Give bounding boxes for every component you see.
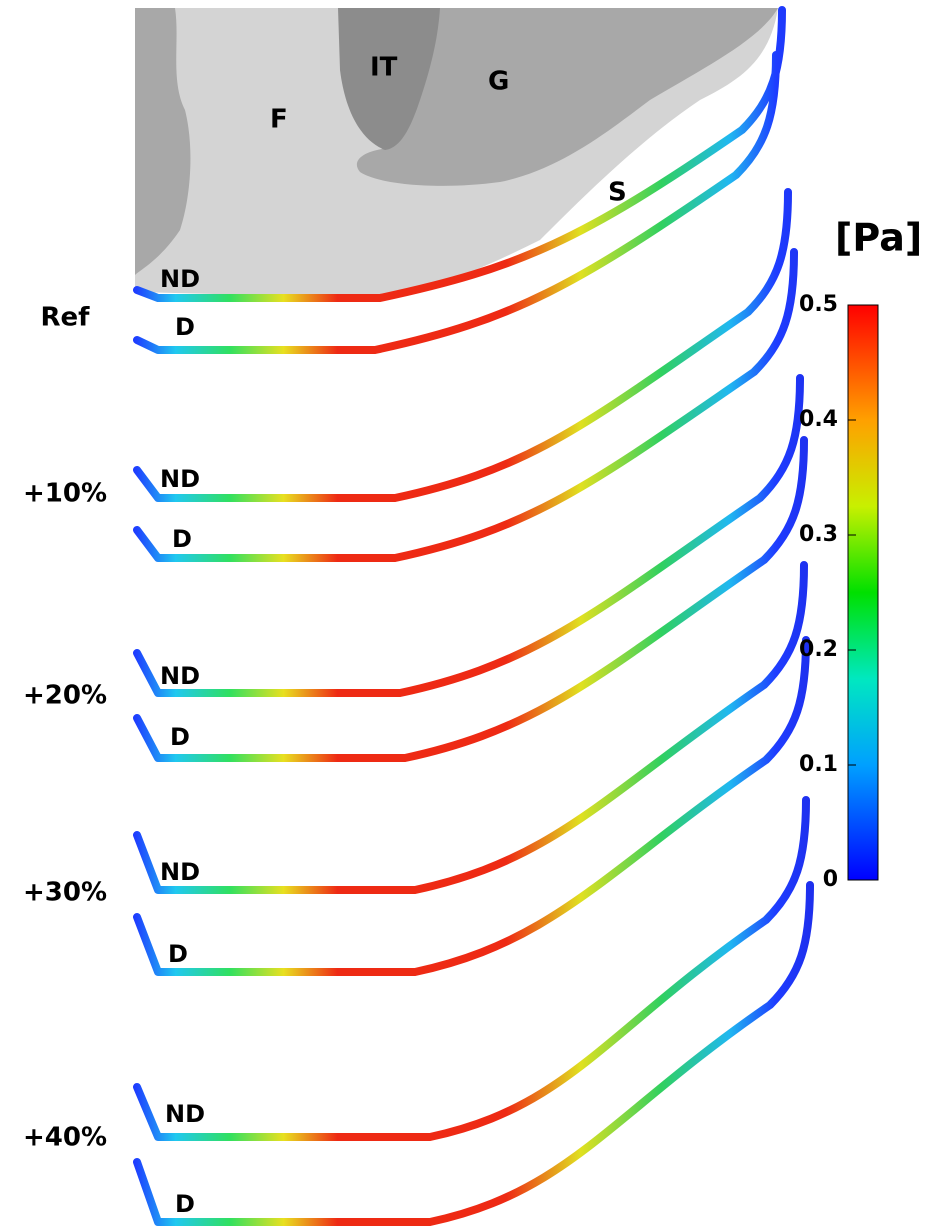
anatomy-label: G — [488, 67, 509, 97]
curve-label: ND — [160, 265, 200, 293]
wss-curve — [133, 436, 808, 762]
colorbar-tick-label: 0 — [823, 867, 838, 892]
curve-label: ND — [160, 465, 200, 493]
colorbar-tick-label: 0.4 — [799, 407, 838, 432]
wss-curve — [133, 636, 810, 976]
wss-curve — [133, 561, 808, 894]
colorbar-tick-label: 0.5 — [799, 292, 838, 317]
wss-curve — [133, 796, 810, 1141]
anatomy — [135, 8, 778, 298]
curve-label: D — [175, 1190, 195, 1218]
colorbar-unit: [Pa] — [835, 216, 922, 260]
curve-label: ND — [160, 858, 200, 886]
anatomy-label: IT — [370, 53, 398, 83]
wss-curve — [133, 51, 780, 354]
curve-label: D — [168, 940, 188, 968]
curve-label: D — [175, 313, 195, 341]
wss-curve — [133, 374, 804, 697]
curve-label: ND — [165, 1100, 205, 1128]
curve-label: D — [172, 525, 192, 553]
wss-curve — [133, 188, 792, 502]
colorbar-tick-label: 0.3 — [799, 522, 838, 547]
wss-curve — [133, 881, 814, 1226]
colorbar-tick-label: 0.2 — [799, 637, 838, 662]
curve-label: ND — [160, 662, 200, 690]
curve-label: D — [170, 723, 190, 751]
colorbar — [847, 304, 879, 881]
colorbar-tick-label: 0.1 — [799, 752, 838, 777]
row-label: +20% — [23, 681, 107, 711]
anatomy-label: S — [608, 178, 627, 208]
row-label: Ref — [41, 303, 91, 333]
anatomy-label: F — [270, 105, 288, 135]
row-label: +40% — [23, 1123, 107, 1153]
row-label: +30% — [23, 878, 107, 908]
wss-curve — [133, 248, 798, 562]
wss-curves — [133, 6, 814, 1226]
row-label: +10% — [23, 479, 107, 509]
